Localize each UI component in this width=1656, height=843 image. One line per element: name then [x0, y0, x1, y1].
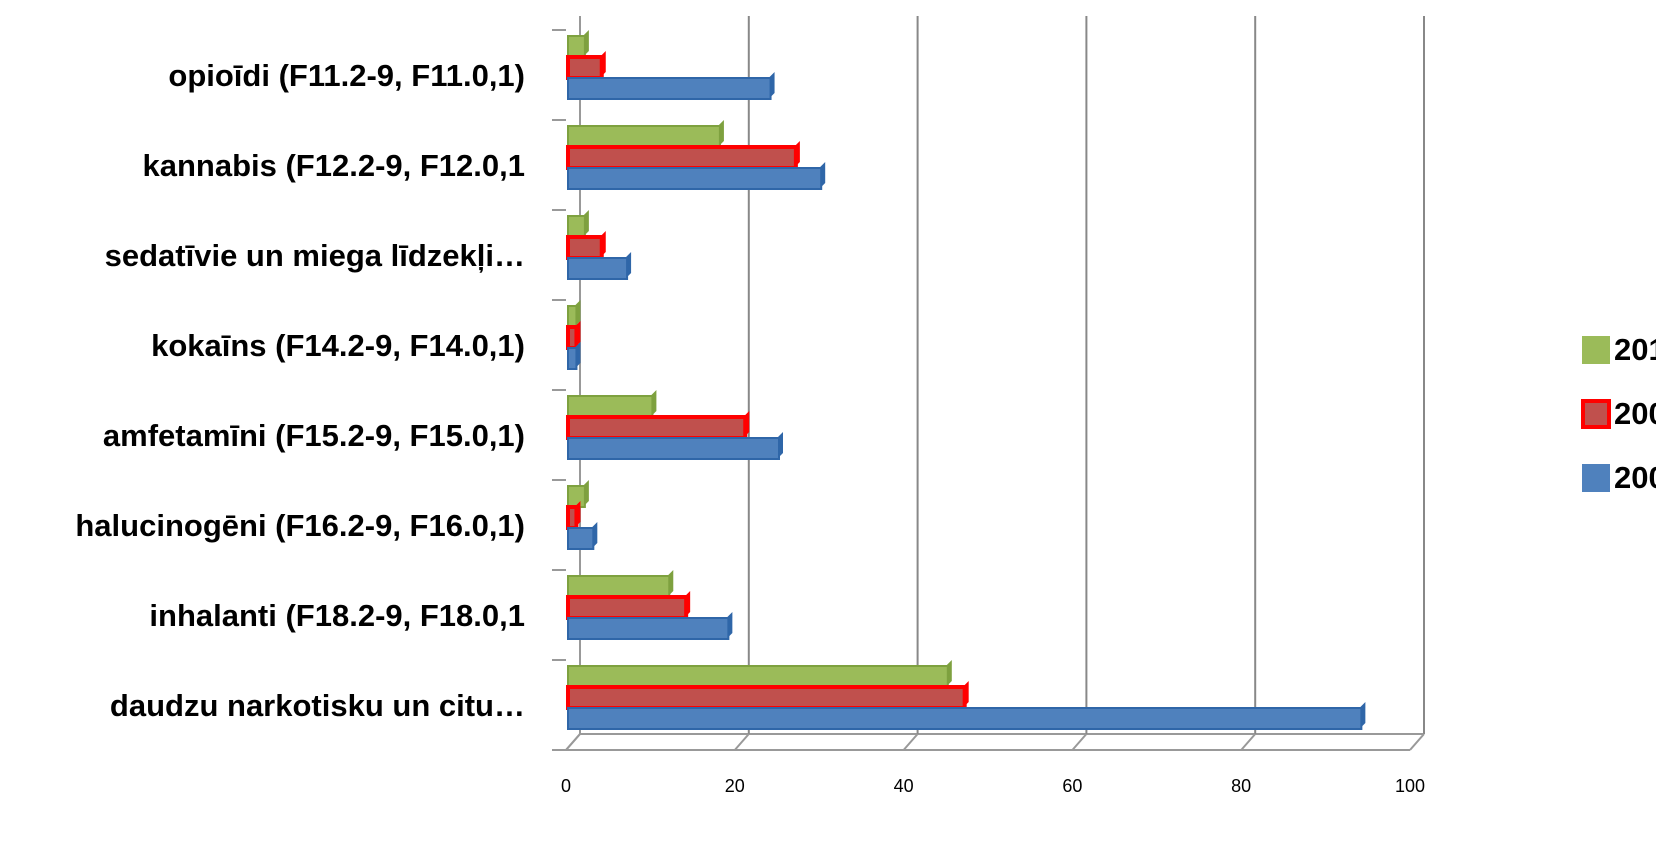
bar — [567, 707, 1363, 730]
legend-swatch — [1582, 336, 1610, 364]
bar — [567, 257, 629, 280]
bar — [567, 395, 654, 418]
bar — [566, 235, 604, 260]
bar — [566, 415, 748, 440]
x-tick-label: 60 — [1062, 776, 1082, 796]
bar — [567, 527, 595, 550]
legend-label: 2009 — [1614, 396, 1656, 431]
tick-mark — [734, 733, 750, 751]
y-tick-label: sedatīvie un miega līdzekļi… — [105, 238, 525, 273]
y-tick-label: opioīdi (F11.2-9, F11.0,1) — [168, 58, 525, 93]
y-tick-label: daudzu narkotisku un citu… — [110, 688, 525, 723]
x-tick-label: 80 — [1231, 776, 1251, 796]
bar — [566, 505, 579, 530]
bar — [567, 167, 823, 190]
bar — [567, 665, 949, 688]
bar — [567, 437, 780, 460]
y-tick-label: inhalanti (F18.2-9, F18.0,1 — [149, 598, 525, 633]
bar — [566, 145, 798, 170]
bar — [567, 617, 730, 640]
bar — [567, 125, 721, 148]
bar — [567, 305, 578, 328]
bar — [566, 595, 689, 620]
bar — [567, 575, 671, 598]
bar — [566, 325, 579, 350]
x-tick-label: 20 — [725, 776, 745, 796]
tick-mark — [1071, 733, 1088, 751]
legend-swatch — [1581, 399, 1611, 429]
bar — [567, 485, 586, 508]
tick-mark — [1240, 733, 1256, 751]
bar — [567, 77, 772, 100]
x-tick-label: 40 — [894, 776, 914, 796]
tick-mark — [1409, 733, 1425, 751]
legend-label: 2008 — [1614, 460, 1656, 495]
y-tick-label: kannabis (F12.2-9, F12.0,1 — [142, 148, 525, 183]
bar — [566, 685, 967, 710]
legend-swatch — [1582, 464, 1610, 492]
y-tick-label: kokaīns (F14.2-9, F14.0,1) — [151, 328, 525, 363]
tick-mark — [902, 733, 919, 751]
bar — [567, 35, 586, 58]
x-tick-label: 100 — [1395, 776, 1425, 796]
tick-mark — [565, 733, 581, 751]
y-tick-label: halucinogēni (F16.2-9, F16.0,1) — [75, 508, 525, 543]
bar — [567, 347, 578, 370]
bar — [567, 215, 586, 238]
legend-label: 2010 — [1614, 332, 1656, 367]
x-tick-label: 0 — [561, 776, 571, 796]
y-tick-label: amfetamīni (F15.2-9, F15.0,1) — [103, 418, 525, 453]
bar — [566, 55, 604, 80]
